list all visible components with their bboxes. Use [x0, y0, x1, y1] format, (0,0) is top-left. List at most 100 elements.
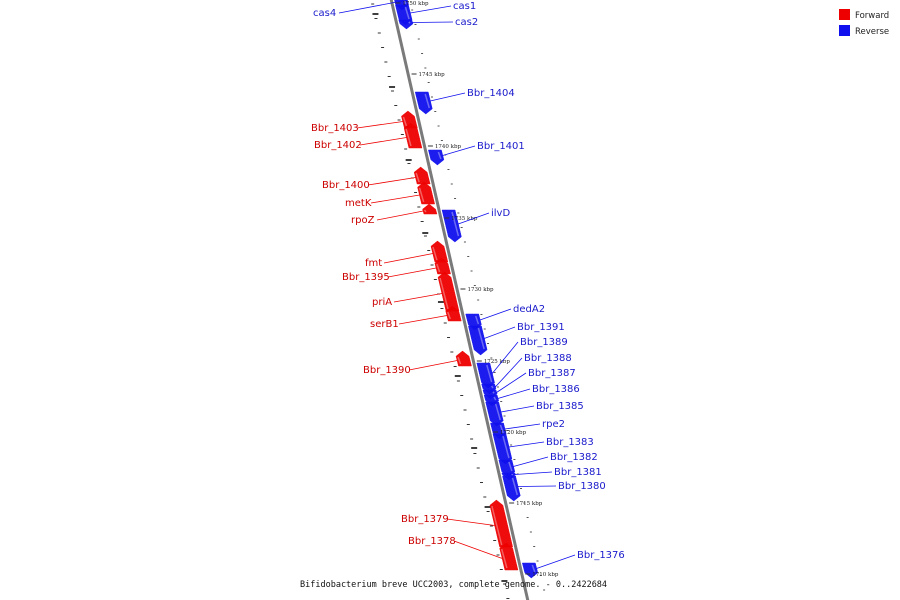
gene-label[interactable]: rpoZ — [351, 215, 375, 226]
gene-label[interactable]: dedA2 — [513, 304, 545, 315]
gene-leader-line — [496, 372, 527, 393]
gene-label[interactable]: Bbr_1400 — [322, 180, 370, 191]
gene-label[interactable]: ilvD — [491, 208, 510, 219]
gene-label[interactable]: Bbr_1386 — [532, 384, 580, 395]
gene-arrow-highlight — [508, 461, 513, 472]
gene-arrow-highlight — [493, 396, 497, 401]
gene-arrow[interactable] — [428, 149, 445, 166]
gene-label[interactable]: cas2 — [455, 17, 478, 28]
gene-leader-line — [387, 267, 437, 278]
gene-label[interactable]: Bbr_1401 — [477, 141, 525, 152]
genome-backbone — [389, 0, 530, 600]
gene-label[interactable]: Bbr_1382 — [550, 452, 598, 463]
gene-arrow-highlight — [491, 505, 503, 546]
gene-label[interactable]: Bbr_1379 — [401, 514, 449, 525]
gene-arrow-highlight — [439, 277, 449, 310]
gene-label[interactable]: cas4 — [313, 8, 336, 19]
gene-arrow-highlight — [486, 364, 493, 383]
gene-leader-line — [479, 308, 512, 321]
gene-arrow-highlight — [500, 548, 508, 569]
gene-arrow-highlight — [477, 327, 485, 350]
gene-arrow-highlight — [436, 263, 441, 273]
gene-label[interactable]: Bbr_1395 — [342, 272, 390, 283]
gene-leader-line — [442, 145, 476, 156]
gene-label[interactable]: serB1 — [370, 319, 399, 330]
gene-arrow-highlight — [490, 385, 494, 389]
legend-reverse-swatch — [839, 25, 850, 36]
gene-arrow-highlight — [511, 477, 519, 496]
gene-leader-line — [453, 540, 503, 559]
gene-label[interactable]: fmt — [365, 258, 382, 269]
gene-arrow[interactable] — [468, 325, 488, 356]
gene-labels-layer: cas4 cas1 cas2 Bbr_1404 Bbr_1403 Bbr_1402 Bbr_… — [311, 0, 625, 569]
gene-label[interactable]: rpe2 — [542, 419, 565, 430]
gene-leader-line — [398, 315, 448, 325]
scale-label: 1735 kbp — [451, 216, 478, 222]
scale-label: 1730 kbp — [467, 287, 494, 293]
gene-arrow-highlight — [402, 116, 408, 127]
gene-arrow[interactable] — [417, 181, 435, 205]
gene-label[interactable]: Bbr_1381 — [554, 467, 602, 478]
legend-forward-label: Forward — [855, 11, 889, 21]
gene-arrow-highlight — [432, 246, 438, 261]
gene-arrow[interactable] — [521, 562, 539, 579]
gene-leader-line — [536, 554, 576, 569]
scale-labels-layer: 1750 kbp 1745 kbp 1740 kbp 1735 kbp 1730 kbp… — [395, 1, 559, 578]
gene-label[interactable]: Bbr_1390 — [363, 365, 411, 376]
gene-label[interactable]: priA — [372, 297, 392, 308]
gene-leader-line — [458, 212, 490, 225]
gene-label[interactable]: Bbr_1385 — [536, 401, 584, 412]
gene-leader-line — [513, 456, 549, 467]
gene-arrow[interactable] — [502, 475, 521, 502]
gene-arrow[interactable] — [445, 305, 462, 322]
gene-arrow[interactable] — [455, 350, 472, 367]
gene-leader-line — [393, 293, 443, 303]
gene-leader-line — [484, 326, 516, 339]
scale-label: 1715 kbp — [516, 501, 543, 507]
legend-reverse-label: Reverse — [855, 27, 889, 37]
gene-label[interactable]: cas1 — [453, 1, 476, 12]
gene-leader-line — [508, 441, 545, 448]
gene-arrow-highlight — [404, 6, 410, 20]
gene-arrow[interactable] — [398, 19, 414, 30]
gene-leader-line — [370, 194, 420, 204]
gene-arrow[interactable] — [403, 122, 423, 149]
gene-leader-line — [359, 137, 407, 146]
gene-leader-line — [497, 388, 531, 399]
gene-arrow[interactable] — [499, 542, 519, 571]
gene-leader-line — [491, 341, 519, 374]
gene-label[interactable]: Bbr_1403 — [311, 123, 359, 134]
gene-leader-line — [356, 121, 403, 129]
gene-arrow[interactable] — [422, 203, 438, 215]
gene-arrow-highlight — [415, 172, 420, 183]
gene-label[interactable]: Bbr_1387 — [528, 368, 576, 379]
gene-leader-line — [517, 485, 557, 487]
gene-arrow-highlight — [511, 473, 514, 476]
gene-arrow[interactable] — [414, 91, 433, 115]
gene-leader-line — [430, 92, 466, 102]
gene-arrow-highlight — [457, 356, 462, 365]
gene-label[interactable]: Bbr_1389 — [520, 337, 568, 348]
gene-arrow-highlight — [492, 391, 495, 394]
gene-label[interactable]: Bbr_1380 — [558, 481, 606, 492]
gene-leader-line — [410, 5, 452, 14]
scale-label: 1710 kbp — [532, 572, 559, 578]
gene-label[interactable]: metK — [345, 198, 372, 209]
gene-label[interactable]: Bbr_1391 — [517, 322, 565, 333]
gene-label[interactable]: Bbr_1388 — [524, 353, 572, 364]
legend: Forward Reverse — [839, 9, 889, 37]
gene-arrow-highlight — [447, 311, 451, 320]
gene-arrow-highlight — [403, 0, 407, 5]
gene-label[interactable]: Bbr_1402 — [314, 140, 362, 151]
gene-leader-line — [494, 357, 523, 388]
gene-arrow-highlight — [437, 151, 442, 160]
gene-leader-line — [383, 253, 434, 264]
gene-label[interactable]: Bbr_1383 — [546, 437, 594, 448]
gene-label[interactable]: Bbr_1378 — [408, 536, 456, 547]
gene-label[interactable]: Bbr_1376 — [577, 550, 625, 561]
scale-label: 1720 kbp — [500, 430, 527, 436]
gene-label[interactable]: Bbr_1404 — [467, 88, 515, 99]
tick-marks-layer — [371, 3, 546, 599]
genome-caption: Bifidobacterium breve UCC2003, complete … — [300, 580, 607, 590]
